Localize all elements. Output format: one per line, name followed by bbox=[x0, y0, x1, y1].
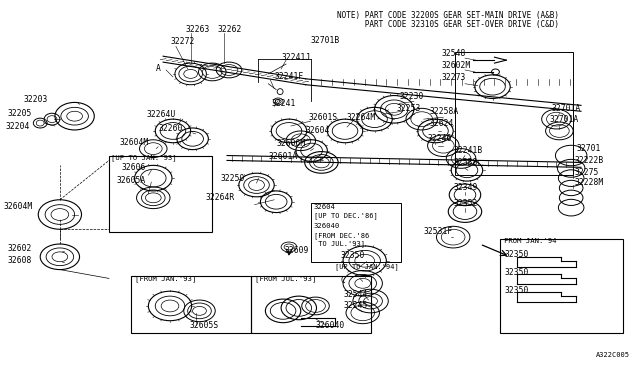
Bar bbox=[455, 52, 573, 175]
Text: 32701A: 32701A bbox=[552, 104, 580, 113]
Text: 32604: 32604 bbox=[314, 203, 335, 210]
Text: [UP TO JAN.'94]: [UP TO JAN.'94] bbox=[335, 263, 399, 270]
Text: 32701A: 32701A bbox=[550, 115, 579, 124]
Text: FROM JAN.'94: FROM JAN.'94 bbox=[504, 238, 557, 244]
Text: 32264R: 32264R bbox=[205, 193, 235, 202]
Text: 32275: 32275 bbox=[574, 168, 598, 177]
Text: 32245: 32245 bbox=[343, 301, 367, 311]
Text: 32701B: 32701B bbox=[310, 36, 340, 45]
Text: 32604M: 32604M bbox=[3, 202, 33, 211]
Text: 32605A: 32605A bbox=[116, 176, 145, 185]
Text: 32601A: 32601A bbox=[269, 152, 298, 161]
Text: 32350: 32350 bbox=[340, 251, 364, 260]
Text: 32608: 32608 bbox=[8, 256, 33, 265]
Text: 326040: 326040 bbox=[314, 223, 340, 229]
Text: 32230: 32230 bbox=[399, 92, 424, 101]
Text: 32263: 32263 bbox=[186, 25, 210, 34]
Text: 32222B: 32222B bbox=[574, 156, 604, 165]
Text: 32241B: 32241B bbox=[453, 146, 483, 155]
Text: 32246: 32246 bbox=[428, 134, 452, 143]
Text: [UP TO DEC.'86]: [UP TO DEC.'86] bbox=[314, 212, 378, 219]
Text: A: A bbox=[156, 64, 161, 73]
Text: 32548: 32548 bbox=[442, 49, 466, 58]
Text: 32349: 32349 bbox=[453, 183, 477, 192]
Text: 32604M: 32604M bbox=[119, 138, 148, 147]
Text: 32701: 32701 bbox=[576, 144, 600, 153]
Text: [UP TO JAN.'93]: [UP TO JAN.'93] bbox=[111, 154, 177, 161]
Text: 32228M: 32228M bbox=[574, 177, 604, 187]
Text: 32241J: 32241J bbox=[281, 53, 310, 62]
Text: 32205: 32205 bbox=[8, 109, 33, 118]
Bar bbox=[310, 203, 401, 262]
Text: NOTE) PART CODE 32200S GEAR SET-MAIN DRIVE (A&B): NOTE) PART CODE 32200S GEAR SET-MAIN DRI… bbox=[337, 12, 559, 20]
Text: [FROM JAN.'93]: [FROM JAN.'93] bbox=[134, 275, 196, 282]
Text: 32258A: 32258A bbox=[429, 107, 459, 116]
Text: 32602M: 32602M bbox=[442, 61, 470, 70]
Text: 32253: 32253 bbox=[396, 104, 420, 113]
Text: 32352: 32352 bbox=[453, 199, 477, 208]
Text: [FROM DEC.'86: [FROM DEC.'86 bbox=[314, 232, 369, 238]
Text: 32606M: 32606M bbox=[276, 139, 306, 148]
Text: PART CODE 32310S GEAR SET-OVER DRIVE (C&D): PART CODE 32310S GEAR SET-OVER DRIVE (C&… bbox=[337, 20, 559, 29]
Text: 32241F: 32241F bbox=[274, 73, 303, 81]
Text: 32538: 32538 bbox=[453, 158, 477, 167]
Text: 32350: 32350 bbox=[504, 250, 529, 259]
Text: 32273: 32273 bbox=[442, 73, 466, 82]
Text: C: C bbox=[340, 276, 345, 285]
Text: 326040: 326040 bbox=[316, 321, 345, 330]
Text: 32350: 32350 bbox=[504, 286, 529, 295]
Text: 32531F: 32531F bbox=[424, 227, 453, 236]
Text: 32260: 32260 bbox=[159, 125, 183, 134]
Bar bbox=[131, 276, 251, 333]
Bar bbox=[500, 239, 623, 333]
Text: 32203: 32203 bbox=[24, 95, 48, 104]
Text: 32264M: 32264M bbox=[347, 113, 376, 122]
Text: TO JUL.'93]: TO JUL.'93] bbox=[314, 241, 365, 247]
Bar bbox=[109, 155, 212, 232]
Text: 32262: 32262 bbox=[217, 25, 241, 34]
Text: 32204: 32204 bbox=[6, 122, 30, 131]
Text: 32544: 32544 bbox=[343, 290, 367, 299]
Text: 32264U: 32264U bbox=[147, 110, 176, 119]
Text: 32250: 32250 bbox=[220, 174, 244, 183]
Text: A322C005: A322C005 bbox=[596, 352, 630, 358]
Text: 32241: 32241 bbox=[271, 99, 296, 108]
Text: 32272: 32272 bbox=[171, 37, 195, 46]
Text: 32350: 32350 bbox=[504, 268, 529, 277]
Text: 32606: 32606 bbox=[121, 163, 145, 172]
Text: 32624: 32624 bbox=[429, 119, 454, 128]
Text: 32604: 32604 bbox=[306, 126, 330, 135]
Text: 32605S: 32605S bbox=[189, 321, 219, 330]
Bar bbox=[251, 276, 371, 333]
Text: 32601S: 32601S bbox=[308, 113, 338, 122]
Text: 32609: 32609 bbox=[284, 246, 308, 256]
Text: [FROM JUL.'93]: [FROM JUL.'93] bbox=[255, 275, 316, 282]
Text: 32602: 32602 bbox=[8, 244, 33, 253]
